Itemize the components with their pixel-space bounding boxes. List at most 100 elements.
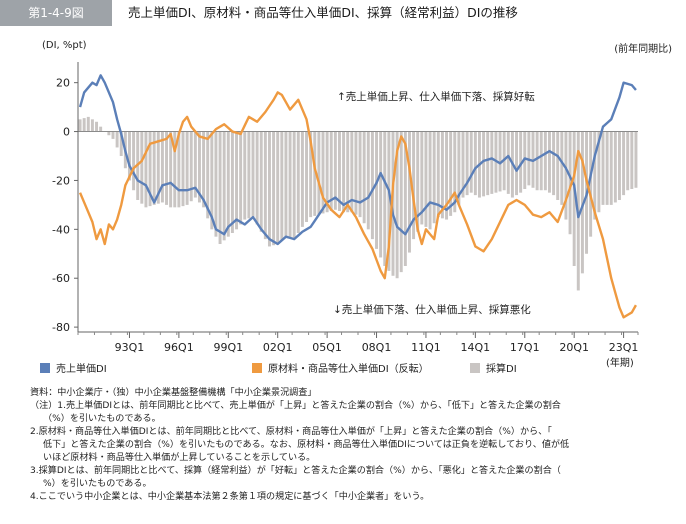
saisan-di-bar	[613, 131, 617, 203]
saisan-di-bar	[580, 131, 584, 274]
legend-swatch	[470, 363, 480, 373]
x-tick-label: 05Q1	[312, 341, 342, 354]
x-tick-label: 14Q1	[461, 341, 491, 354]
saisan-di-bar	[202, 131, 206, 208]
saisan-di-bar	[617, 131, 621, 200]
x-tick-label: 08Q1	[362, 341, 392, 354]
saisan-di-bar	[169, 131, 173, 208]
note-source: 資料：中小企業庁・（独）中小企業基盤整備機構「中小企業景況調査」	[30, 388, 317, 398]
x-tick-label: 11Q1	[411, 341, 441, 354]
legend-label: 採算DI	[486, 362, 517, 375]
saisan-di-bar	[346, 131, 350, 213]
input-price-di-line	[78, 91, 637, 319]
saisan-di-bar	[490, 131, 494, 194]
x-tick-label: 23Q1	[609, 341, 639, 354]
saisan-di-bar	[181, 131, 185, 207]
note-4: 4.ここでいう中小企業とは、中小企業基本法第２条第１項の規定に基づく「中小企業者…	[30, 492, 430, 502]
saisan-di-bar	[206, 131, 210, 219]
saisan-di-bar	[519, 131, 523, 193]
saisan-di-bar	[362, 131, 366, 224]
saisan-di-bar	[235, 131, 239, 230]
saisan-di-bar	[436, 131, 440, 218]
saisan-di-bar	[296, 131, 300, 233]
note-3a: 3.採算DIとは、前年同期比と比べて、採算（経常利益）が「好転」と答えた企業の割…	[30, 466, 561, 476]
saisan-di-bar	[461, 131, 465, 198]
comparison-note: (前年同期比)	[614, 44, 672, 55]
saisan-di-bar	[605, 131, 609, 205]
saisan-di-bar	[589, 131, 593, 237]
x-tick-label: 99Q1	[213, 341, 243, 354]
x-tick-label: 96Q1	[164, 341, 194, 354]
saisan-di-bar	[148, 131, 152, 207]
note-2b: 低下」と答えた企業の割合（%）を引いたものである。なお、原材料・商品等仕入単価D…	[43, 440, 570, 450]
saisan-di-bar	[379, 131, 383, 258]
saisan-di-bar	[403, 131, 407, 266]
saisan-di-bar	[226, 131, 230, 237]
saisan-di-bar	[247, 131, 251, 219]
y-tick-label: -20	[52, 174, 70, 187]
saisan-di-bar	[354, 131, 358, 215]
note-1b: （%）を引いたものである。	[43, 414, 161, 424]
saisan-di-bar	[515, 131, 519, 196]
saisan-di-bar	[288, 131, 292, 238]
note-2a: 2.原材料・商品等仕入単価DIとは、前年同期比と比べて、原材料・商品等仕入単価が…	[30, 427, 552, 437]
saisan-di-bar	[395, 131, 399, 279]
saisan-di-bar	[375, 131, 379, 249]
notes: 資料：中小企業庁・（独）中小企業基盤整備機構「中小企業景況調査」 （注）1.売上…	[30, 387, 676, 504]
saisan-di-bar	[412, 131, 416, 240]
legend-label: 原材料・商品等仕入単価DI（反転）	[268, 362, 429, 375]
note-3b: %）を引いたものである。	[43, 479, 152, 489]
x-tick-label: 17Q1	[510, 341, 540, 354]
saisan-di-bar	[342, 131, 346, 213]
y-tick-label: -60	[52, 272, 70, 285]
saisan-di-bar	[560, 131, 564, 205]
saisan-di-bar	[333, 131, 337, 210]
saisan-di-bar	[601, 131, 605, 205]
saisan-di-bar	[90, 119, 94, 132]
saisan-di-bar	[305, 131, 309, 222]
saisan-di-bar	[366, 131, 370, 230]
saisan-di-bar	[222, 131, 226, 241]
saisan-di-bar	[465, 131, 469, 196]
saisan-di-bar	[263, 131, 267, 240]
saisan-di-bar	[453, 131, 457, 213]
di-trend-chart: 20 0 -20 -40 -60 -80 93Q1 96Q1 99Q1 02Q1 05Q1 08Q1…	[40, 62, 639, 375]
saisan-di-bar	[280, 131, 284, 241]
saisan-di-bar	[337, 131, 341, 211]
saisan-di-bar	[119, 131, 123, 156]
saisan-di-bar	[457, 131, 461, 205]
saisan-di-bar	[407, 131, 411, 253]
saisan-di-bar	[276, 131, 280, 244]
saisan-di-bar	[473, 131, 477, 196]
saisan-di-bar	[300, 131, 304, 227]
saisan-di-bar	[95, 121, 99, 132]
sales-price-di-line	[78, 74, 637, 246]
saisan-di-bar	[370, 131, 374, 240]
saisan-di-bar	[140, 131, 144, 204]
x-axis-unit: (年期)	[606, 356, 634, 369]
saisan-di-bar	[358, 131, 362, 218]
y-tick-label: 0	[63, 126, 70, 139]
saisan-di-bar	[440, 131, 444, 219]
saisan-di-bar	[132, 131, 136, 191]
saisan-di-bar	[630, 131, 634, 189]
saisan-di-bar	[416, 131, 420, 232]
y-tick-label: -40	[52, 223, 70, 236]
saisan-di-bar	[539, 131, 543, 191]
legend-swatch	[40, 363, 50, 373]
saisan-di-bar	[498, 131, 502, 192]
saisan-di-bar	[239, 131, 243, 225]
saisan-di-bar	[432, 131, 436, 224]
saisan-di-bar	[445, 131, 449, 220]
saisan-di-bar	[597, 131, 601, 213]
saisan-di-bar	[284, 131, 288, 237]
saisan-di-bar	[230, 131, 234, 233]
saisan-di-bar	[329, 131, 333, 211]
saisan-di-bar	[210, 131, 214, 230]
saisan-di-bar	[387, 131, 391, 271]
y-tick-label: 20	[56, 77, 70, 90]
saisan-di-bar	[177, 131, 181, 208]
saisan-di-bar	[173, 131, 177, 208]
figure-number: 第1-4-9図	[0, 0, 112, 26]
saisan-di-bar	[469, 131, 473, 193]
